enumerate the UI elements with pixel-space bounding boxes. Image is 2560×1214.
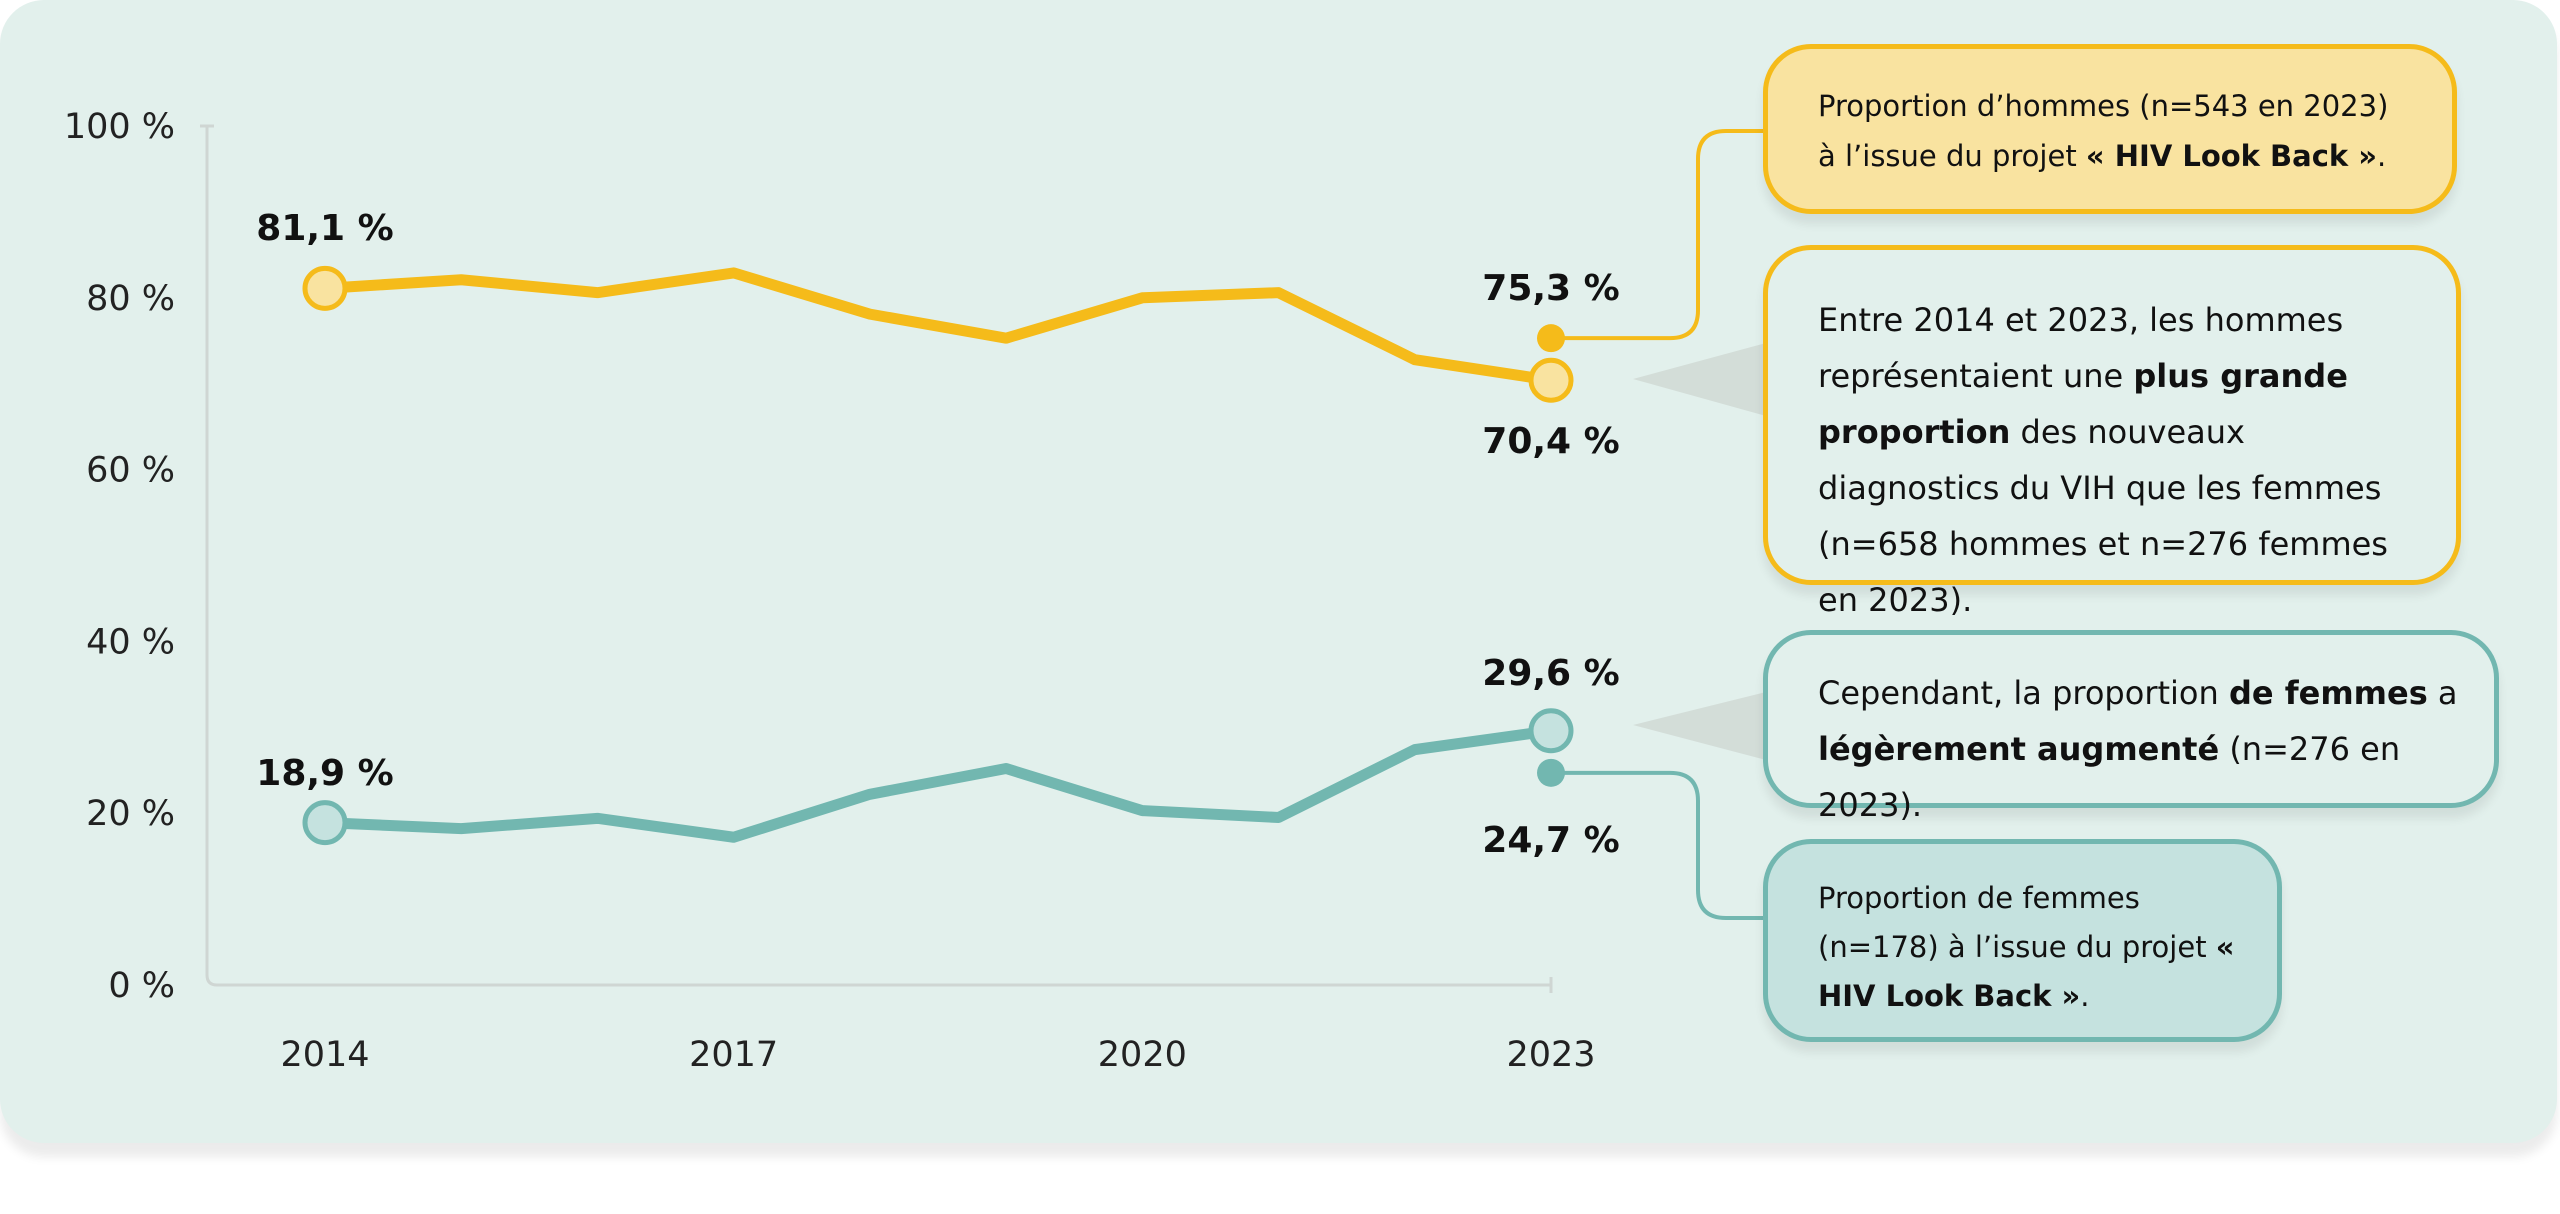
axis-lines <box>205 126 1551 987</box>
x-tick-label: 2014 <box>280 1035 369 1075</box>
label-femmes-end: 29,6 % <box>1482 653 1619 694</box>
y-tick-label: 80 % <box>86 279 175 319</box>
annotation-text: (n=276 en 2023). <box>1818 730 2401 824</box>
label-hommes-end: 70,4 % <box>1482 421 1619 462</box>
annotation-text: Entre 2014 et 2023, les hommes représent… <box>1818 301 2344 395</box>
y-tick-label: 0 % <box>108 966 175 1006</box>
y-tick-label: 40 % <box>86 622 175 662</box>
annotation-text: a <box>2427 674 2458 712</box>
label-hommes-lookback: 75,3 % <box>1482 268 1619 309</box>
series-line-hommes <box>324 267 1552 386</box>
x-tick-label: 2023 <box>1506 1035 1595 1075</box>
y-tick-label: 20 % <box>86 794 175 834</box>
data-point-femmes <box>1528 708 1574 754</box>
y-tick-label: 100 % <box>64 107 175 147</box>
annotation-text: . <box>2377 139 2387 173</box>
annotation-hommes-lookback: Proportion d’hommes (n=543 en 2023) à l’… <box>1763 44 2457 214</box>
label-femmes-start: 18,9 % <box>256 753 393 794</box>
annotation-bold: plus grande proportion <box>1818 357 2348 451</box>
data-point-femmes <box>302 800 348 846</box>
pointer-triangle <box>1633 692 1766 760</box>
annotation-text: Proportion de femmes (n=178) à l’issue d… <box>1818 881 2216 964</box>
annotation-femmes-trend: Cependant, la proportion de femmes a lég… <box>1763 630 2499 824</box>
connector-line-femmes <box>1551 770 1766 920</box>
pointer-triangle <box>1633 343 1766 416</box>
y-tick-label: 60 % <box>86 451 175 491</box>
lookback-point-hommes <box>1537 324 1565 353</box>
connector-line-hommes <box>1551 129 1766 341</box>
x-tick-label: 2020 <box>1098 1035 1187 1075</box>
annotation-text: Proportion d’hommes (n=543 en 2023) à l’… <box>1818 89 2389 173</box>
label-femmes-lookback: 24,7 % <box>1482 820 1619 861</box>
annotation-femmes-lookback: Proportion de femmes (n=178) à l’issue d… <box>1763 839 2282 1042</box>
annotation-text: Cependant, la proportion <box>1818 674 2229 712</box>
annotation-bold: légèrement augmenté <box>1818 730 2220 768</box>
annotation-hommes-trend: Entre 2014 et 2023, les hommes représent… <box>1763 245 2461 619</box>
annotation-text: . <box>2080 979 2090 1013</box>
annotation-text: des nouveaux diagnostics du VIH que les … <box>1818 413 2388 619</box>
series-line-femmes <box>324 725 1552 843</box>
annotation-bold: de femmes <box>2228 674 2428 712</box>
x-tick-label: 2017 <box>689 1035 778 1075</box>
data-point-hommes <box>1528 357 1574 403</box>
lookback-point-femmes <box>1537 758 1565 787</box>
label-hommes-start: 81,1 % <box>256 208 393 249</box>
data-point-hommes <box>302 265 348 311</box>
annotation-bold: « HIV Look Back » <box>2085 139 2378 173</box>
annotation-bold: « HIV Look Back » <box>1818 930 2235 1013</box>
